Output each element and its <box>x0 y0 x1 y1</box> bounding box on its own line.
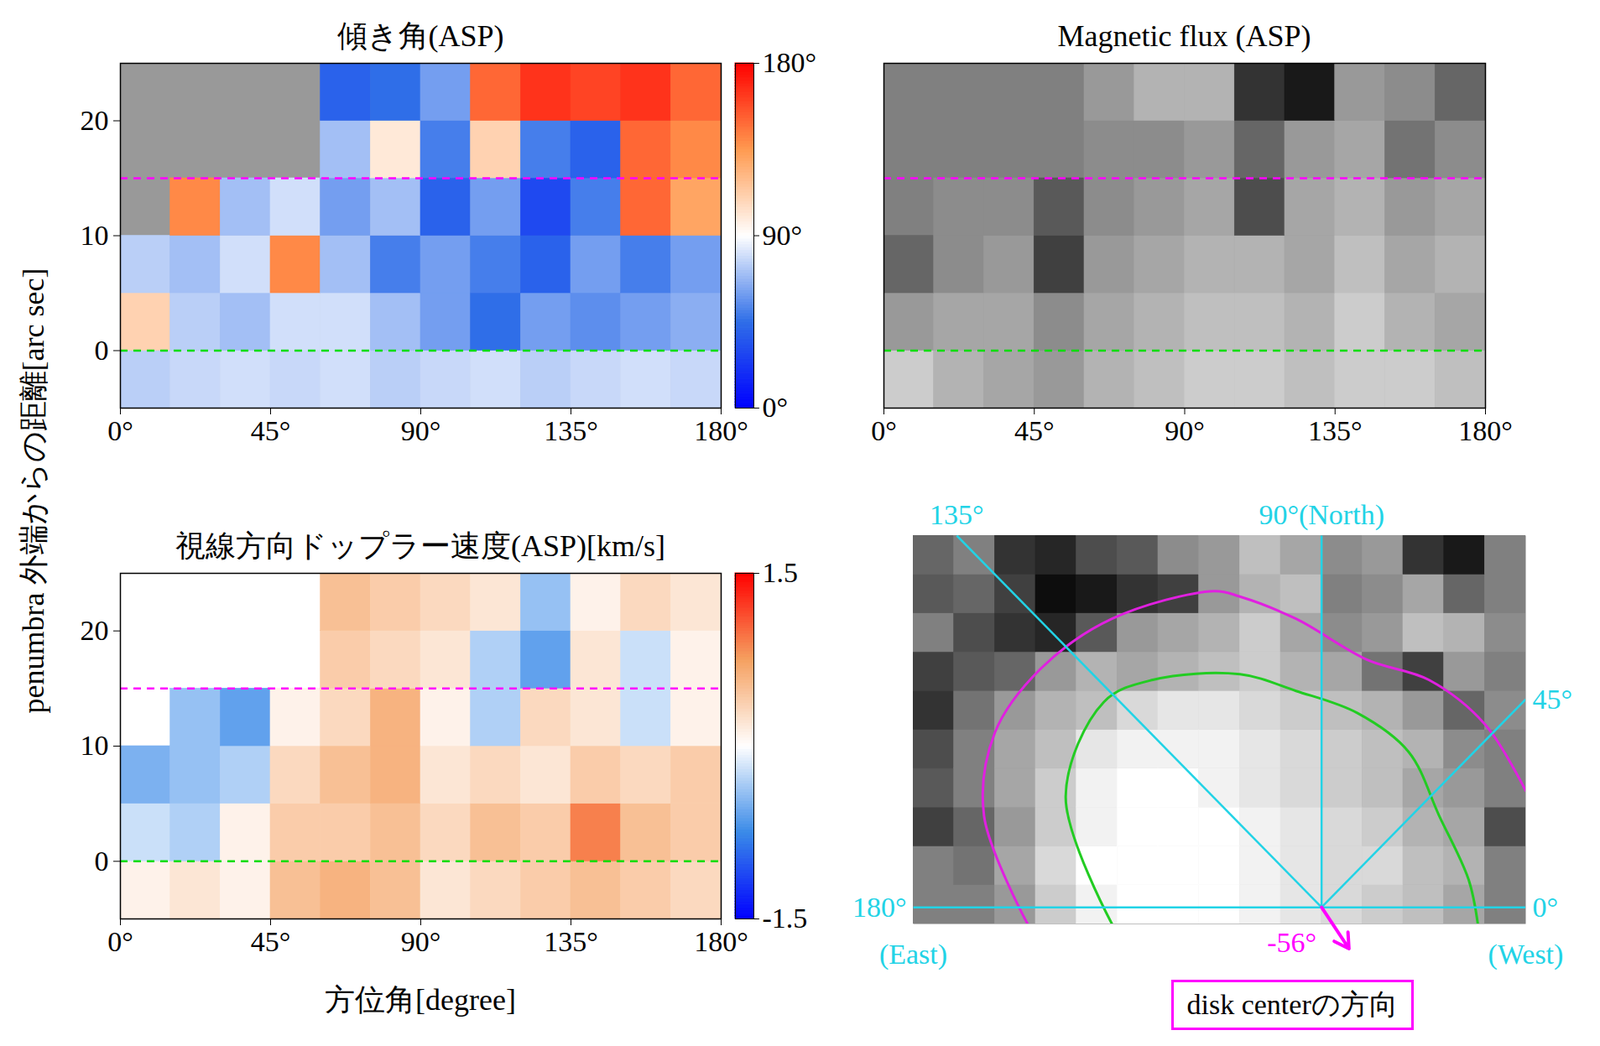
svg-text:180°: 180° <box>693 926 749 958</box>
svg-text:0: 0 <box>94 845 110 877</box>
svg-text:20: 20 <box>80 614 110 647</box>
svg-text:135°: 135° <box>543 926 599 958</box>
svg-text:90°: 90° <box>1164 415 1205 447</box>
svg-text:45°: 45° <box>250 926 292 958</box>
svg-text:(West): (West) <box>1488 938 1564 971</box>
svg-text:45°: 45° <box>1014 415 1055 447</box>
svg-text:-1.5: -1.5 <box>762 902 808 934</box>
svg-text:90°: 90° <box>401 415 442 447</box>
html-text:Magnetic flux (ASP): Magnetic flux (ASP) <box>1057 19 1311 53</box>
svg-text:-56°: -56° <box>1266 927 1317 959</box>
svg-text:135°: 135° <box>543 415 599 447</box>
svg-text:10: 10 <box>80 729 110 761</box>
svg-text:180°: 180° <box>693 415 749 447</box>
svg-text:90°: 90° <box>762 219 803 251</box>
svg-text:20: 20 <box>80 104 110 136</box>
svg-text:45°: 45° <box>1532 683 1574 715</box>
html-text:disk centerの方向: disk centerの方向 <box>1186 989 1398 1021</box>
svg-text:90°(North): 90°(North) <box>1258 499 1385 532</box>
html-text:傾き角(ASP): 傾き角(ASP) <box>336 19 504 53</box>
html-text:方位角[degree]: 方位角[degree] <box>324 983 516 1017</box>
svg-text:135°: 135° <box>1308 415 1363 447</box>
html-text:視線方向ドップラー速度(ASP)[km/s]: 視線方向ドップラー速度(ASP)[km/s] <box>175 529 666 563</box>
svg-text:1.5: 1.5 <box>762 557 799 589</box>
svg-text:(East): (East) <box>879 938 948 971</box>
svg-text:180°: 180° <box>1458 415 1513 447</box>
svg-text:0°: 0° <box>1532 891 1559 923</box>
svg-text:135°: 135° <box>929 499 985 531</box>
svg-text:0°: 0° <box>107 926 134 958</box>
svg-text:0°: 0° <box>870 415 897 447</box>
svg-text:0: 0 <box>94 334 110 366</box>
svg-text:45°: 45° <box>250 415 292 447</box>
svg-text:90°: 90° <box>401 926 442 958</box>
svg-text:180°: 180° <box>762 46 818 79</box>
svg-text:180°: 180° <box>852 891 907 923</box>
svg-text:10: 10 <box>80 219 110 251</box>
svg-text:0°: 0° <box>107 415 134 447</box>
svg-text:0°: 0° <box>762 391 789 423</box>
html-text:penumbra 外端からの距離[arc sec]: penumbra 外端からの距離[arc sec] <box>16 268 51 714</box>
